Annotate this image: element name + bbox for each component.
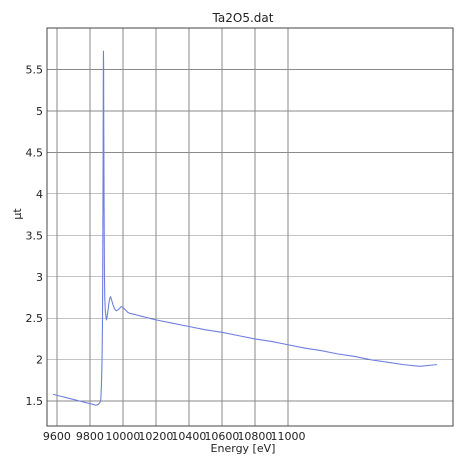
x-tick-label: 10000 — [105, 430, 140, 443]
y-tick-label: 3.5 — [26, 229, 44, 242]
x-tick-label: 10400 — [171, 430, 206, 443]
y-axis-label: μt — [11, 208, 24, 220]
series-line — [53, 50, 438, 406]
x-tick-label: 10800 — [237, 430, 272, 443]
x-tick-label: 9800 — [76, 430, 104, 443]
x-tick-label: 10200 — [138, 430, 173, 443]
y-tick-labels: 1.5 2 2.5 3 3.5 4 4.5 5 5.5 — [26, 63, 44, 408]
x-tick-label: 10600 — [204, 430, 239, 443]
x-tick-label: 9600 — [43, 430, 71, 443]
y-tick-label: 5.5 — [26, 63, 44, 76]
y-tick-label: 5 — [36, 105, 43, 118]
series-layer — [53, 50, 438, 406]
y-tick-label: 2.5 — [26, 312, 44, 325]
y-tick-label: 1.5 — [26, 395, 44, 408]
plot-frame — [46, 27, 454, 427]
grid-layer — [47, 28, 453, 426]
x-tick-label: 11000 — [270, 430, 305, 443]
y-tick-label: 3 — [36, 271, 43, 284]
x-axis-label: Energy [eV] — [211, 442, 276, 455]
chart-title: Ta2O5.dat — [212, 11, 274, 25]
y-tick-label: 4 — [36, 188, 43, 201]
y-tick-label: 4.5 — [26, 146, 44, 159]
y-tick-label: 2 — [36, 354, 43, 367]
